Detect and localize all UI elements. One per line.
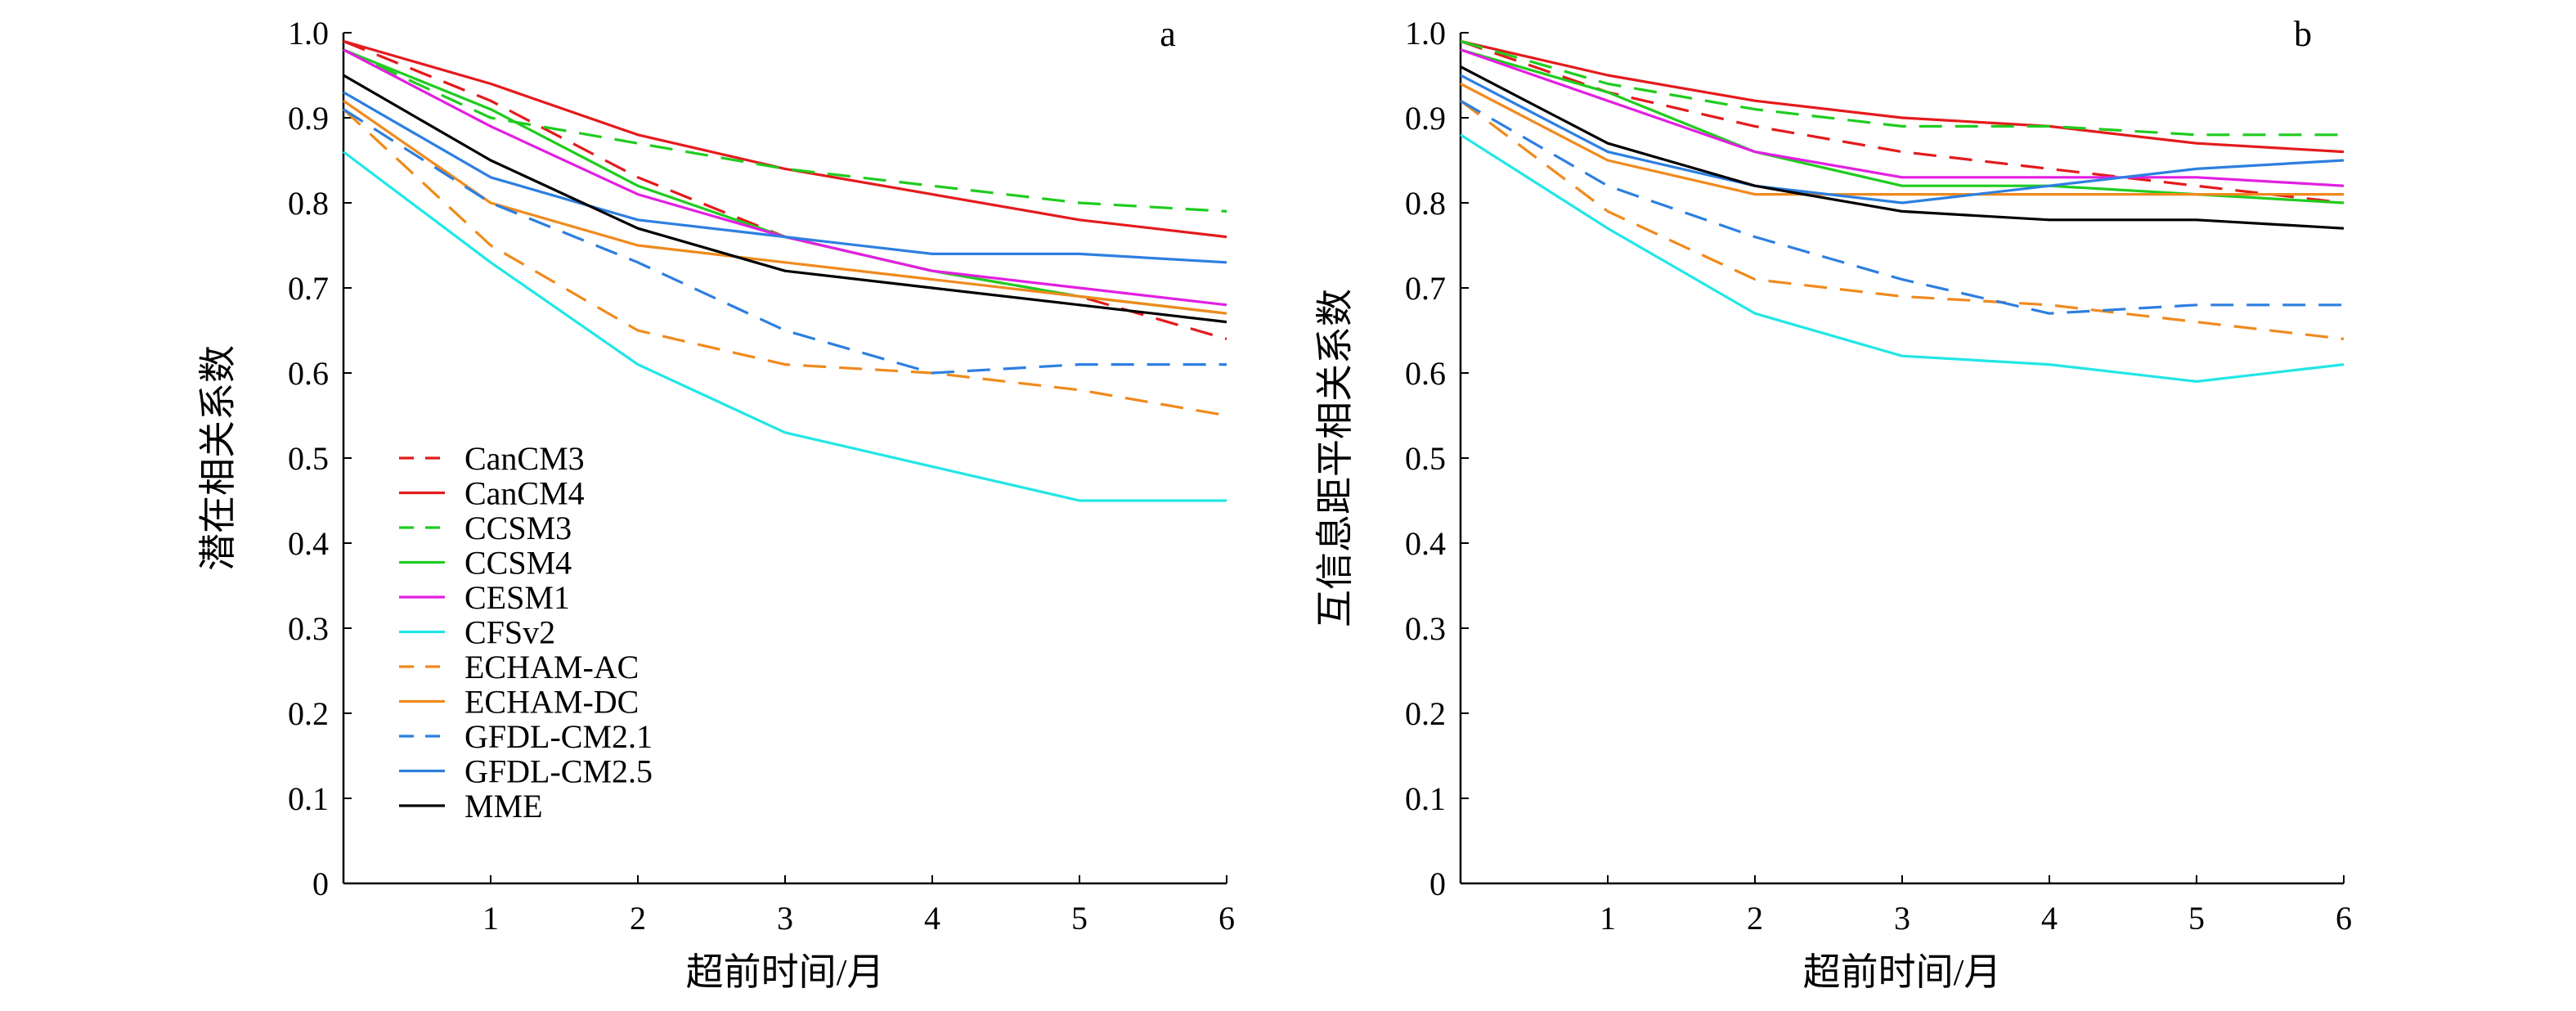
series-line-cancm4 <box>343 39 1227 239</box>
series-line-ccsm3 <box>1460 39 2344 137</box>
series-line-echam-dc <box>343 99 1227 315</box>
x-tick-label: 1 <box>1600 900 1616 937</box>
panel-b: 0 0.1 0.2 0.3 0.4 0.5 0.6 0.7 0.8 0.9 1.0 1 2 3 4 5 6 超前时… <box>1314 14 2352 993</box>
x-axis-title: 超前时间/月 <box>686 951 885 993</box>
legend-label-gfdl-cm2-5: GFDL-CM2.5 <box>464 753 653 790</box>
x-tick-label: 6 <box>2336 900 2352 937</box>
legend-label-echam-dc: ECHAM-DC <box>464 684 639 721</box>
x-tick-label: 4 <box>924 900 940 937</box>
y-tick-label: 0.7 <box>1405 270 1446 307</box>
y-tick-label: 0.6 <box>288 355 329 392</box>
y-tick-label: 0.1 <box>288 780 329 817</box>
y-tick-label: 1.0 <box>1405 15 1446 52</box>
y-tick-label: 0.4 <box>1405 525 1446 562</box>
series-line-mme <box>1460 65 2345 230</box>
series-line-gfdl-cm2-1 <box>1460 99 2344 315</box>
x-axis-title: 超前时间/月 <box>1803 951 2002 993</box>
series-line-echam-ac <box>342 108 1227 417</box>
series-line-gfdl-cm2-1 <box>343 108 1227 375</box>
legend-label-gfdl-cm2-1: GFDL-CM2.1 <box>464 718 653 755</box>
y-tick-label: 0.8 <box>288 185 329 222</box>
legend-label-cfsv2: CFSv2 <box>464 614 555 651</box>
x-tick-label: 1 <box>482 900 499 937</box>
y-tick-label: 0.3 <box>1405 610 1446 647</box>
series-line-gfdl-cm2-5 <box>1460 74 2345 204</box>
series-line-ccsm3 <box>343 48 1227 213</box>
x-tick-label: 6 <box>1218 900 1235 937</box>
y-tick-label: 0.7 <box>288 270 329 307</box>
series-line-cfsv2 <box>1460 133 2345 383</box>
y-tick-label: 0.4 <box>288 525 329 562</box>
series-line-gfdl-cm2-5 <box>343 91 1227 264</box>
series-line-cancm3 <box>343 39 1227 340</box>
y-tick-label: 1.0 <box>288 15 329 52</box>
x-tick-label: 4 <box>2041 900 2058 937</box>
legend-label-echam-ac: ECHAM-AC <box>464 649 639 685</box>
y-tick-label: 0.8 <box>1405 185 1446 222</box>
x-tick-label: 2 <box>630 900 646 937</box>
y-tick-label: 0.9 <box>288 100 329 137</box>
legend-label-cancm4: CanCM4 <box>464 475 585 512</box>
y-tick-label: 0 <box>1429 865 1446 902</box>
legend-label-ccsm3: CCSM3 <box>464 510 572 546</box>
series-line-echam-ac <box>1460 99 2345 340</box>
legend-label-ccsm4: CCSM4 <box>464 545 572 582</box>
y-axis-title: 互信息距平相关系数 <box>1314 289 1356 627</box>
x-tick-label: 5 <box>1071 900 1088 937</box>
panel-label: a <box>1160 14 1176 54</box>
x-tick-label: 3 <box>1894 900 1910 937</box>
y-tick-label: 0.5 <box>288 440 329 477</box>
legend: CanCM3CanCM4CCSM3CCSM4CESM1CFSv2ECHAM-AC… <box>399 440 653 825</box>
x-tick-label: 5 <box>2188 900 2205 937</box>
x-tick-label: 3 <box>777 900 793 937</box>
y-tick-label: 0.6 <box>1405 355 1446 392</box>
series-line-cfsv2 <box>343 151 1227 502</box>
legend-label-cancm3: CanCM3 <box>464 440 585 477</box>
series-line-cesm1 <box>1460 48 2345 187</box>
series-line-ccsm4 <box>343 48 1227 315</box>
series-line-echam-dc <box>1460 82 2344 196</box>
series-line-cesm1 <box>343 48 1227 307</box>
panel-label: b <box>2294 14 2312 54</box>
series-line-mme <box>343 74 1227 324</box>
y-tick-label: 0.5 <box>1405 440 1446 477</box>
y-tick-label: 0.2 <box>1405 695 1446 732</box>
y-tick-label: 0.1 <box>1405 780 1446 817</box>
legend-label-mme: MME <box>464 788 543 825</box>
y-tick-label: 0.2 <box>288 695 329 732</box>
panel-a: 0 0.1 0.2 0.3 0.4 0.5 0.6 0.7 0.8 0.9 1.0 1 2 3 4 5 6 超前时… <box>197 14 1235 993</box>
legend-label-cesm1: CESM1 <box>464 579 570 616</box>
y-tick-label: 0.3 <box>288 610 329 647</box>
series-line-cancm4 <box>1460 39 2345 154</box>
y-tick-label: 0 <box>312 865 329 902</box>
y-axis-title: 潜在相关系数 <box>197 345 239 571</box>
x-tick-label: 2 <box>1747 900 1763 937</box>
y-tick-label: 0.9 <box>1405 100 1446 137</box>
